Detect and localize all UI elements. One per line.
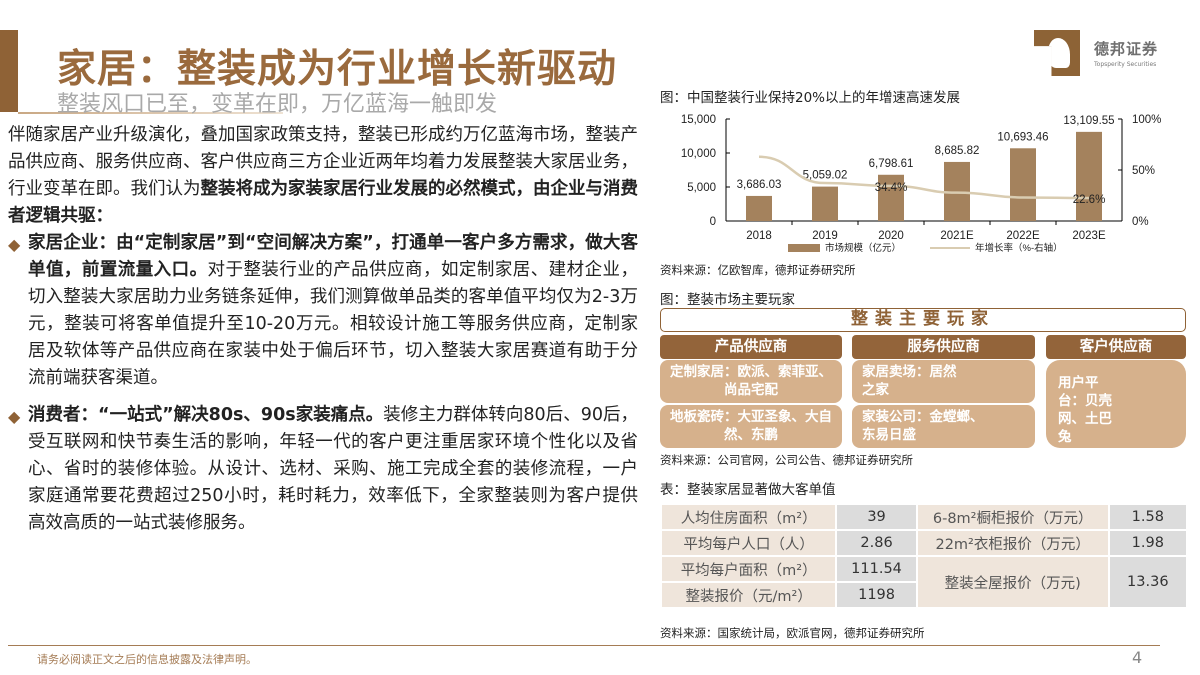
table-row: 人均住房面积（m²） 39 6-8m²橱柜报价（万元） 1.58 — [659, 503, 1189, 531]
table-source: 资料来源：国家统计局，欧派官网，德邦证券研究所 — [660, 626, 925, 640]
players-header: 整装主要玩家 — [660, 308, 1186, 332]
combo-chart-svg: 0 5,000 10,000 15,000 0% 50% 100% 3,686.03 2018 5… — [681, 114, 1162, 254]
footer-disclaimer: 请务必阅读正文之后的信息披露及法律声明。 — [37, 653, 257, 666]
svg-text:0: 0 — [710, 216, 716, 228]
svg-text:8,685.82: 8,685.82 — [935, 145, 980, 157]
title-underline — [18, 112, 283, 114]
table-row: 平均每户面积（m²） 111.54 整装全屋报价（万元) 13.36 — [659, 555, 1189, 609]
svg-text:2020: 2020 — [878, 230, 904, 242]
category-customer-suppliers: 客户供应商 — [1046, 335, 1186, 359]
svg-text:2018: 2018 — [746, 230, 772, 242]
player-box: 地板瓷砖：大亚圣象、大自然、东鹏 — [660, 405, 842, 448]
svg-text:34.4%: 34.4% — [875, 182, 908, 194]
svg-text:13,109.55: 13,109.55 — [1063, 115, 1114, 127]
player-box: 定制家居：欧派、索菲亚、尚品宅配 — [660, 360, 842, 403]
footer-divider — [8, 645, 1160, 646]
table-caption: 表：整装家居显著做大客单值 — [660, 482, 836, 498]
category-product-suppliers: 产品供应商 — [660, 335, 842, 359]
svg-text:年增长率（%-右轴）: 年增长率（%-右轴） — [975, 242, 1063, 254]
svg-text:10,693.46: 10,693.46 — [997, 131, 1048, 143]
svg-text:3,686.03: 3,686.03 — [737, 179, 782, 191]
player-box: 用户平台：贝壳网、土巴兔 — [1046, 360, 1186, 448]
page-subtitle: 整装风口已至，变革在即，万亿蓝海一触即发 — [57, 92, 498, 117]
table-row: 整装报价（元/m²） 1198 — [659, 581, 1187, 609]
logo-name-cn: 德邦证券 — [1094, 40, 1159, 58]
svg-text:15,000: 15,000 — [681, 114, 716, 126]
market-size-chart: 0 5,000 10,000 15,000 0% 50% 100% 3,686.03 2018 5… — [660, 110, 1190, 260]
diamond-bullet-icon: ◆ — [8, 407, 21, 426]
body-text: 伴随家居产业升级演化，叠加国家政策支持，整装已形成约万亿蓝海市场，整装产品供应商… — [8, 122, 638, 537]
svg-text:5,000: 5,000 — [687, 182, 716, 194]
bullet-home-enterprise: ◆ 家居企业：由“定制家居”到“空间解决方案”，打通单一客户多方需求，做大客单值… — [8, 230, 638, 392]
intro-bold: 整装将成为家装家居行业发展的必然模式，由企业与消费者逻辑共驱： — [8, 179, 638, 226]
svg-text:2019: 2019 — [812, 230, 838, 242]
table-row: 平均每户人口（人） 2.86 22m²衣柜报价（万元） 1.98 — [659, 529, 1189, 557]
svg-text:6,798.61: 6,798.61 — [869, 158, 914, 170]
svg-text:0%: 0% — [1132, 216, 1149, 228]
title-accent-bar — [0, 30, 18, 112]
figure2-caption: 图：整装市场主要玩家 — [660, 292, 795, 308]
svg-text:100%: 100% — [1132, 114, 1161, 126]
diamond-bullet-icon: ◆ — [8, 235, 21, 254]
page-title: 家居：整装成为行业增长新驱动 — [57, 47, 618, 92]
svg-text:10,000: 10,000 — [681, 148, 716, 160]
logo-name-en: Topsperity Securities — [1094, 61, 1157, 68]
page-number: 4 — [1132, 648, 1143, 667]
svg-text:2022E: 2022E — [1006, 230, 1040, 242]
svg-text:22.6%: 22.6% — [1073, 194, 1106, 206]
category-service-suppliers: 服务供应商 — [852, 335, 1035, 359]
svg-text:市场规模（亿元）: 市场规模（亿元） — [825, 242, 901, 254]
player-box: 家居卖场：居然之家 — [852, 360, 1035, 403]
leopard-logo-icon — [1034, 30, 1080, 76]
intro-paragraph: 伴随家居产业升级演化，叠加国家政策支持，整装已形成约万亿蓝海市场，整装产品供应商… — [8, 125, 638, 226]
figure1-source: 资料来源：亿欧智库，德邦证券研究所 — [660, 263, 856, 277]
svg-text:5,059.02: 5,059.02 — [803, 170, 848, 182]
figure2-source: 资料来源：公司官网，公司公告、德邦证券研究所 — [660, 453, 913, 467]
svg-text:2021E: 2021E — [940, 230, 974, 242]
svg-text:50%: 50% — [1132, 165, 1155, 177]
bullet-consumer: ◆ 消费者：“一站式”解决80s、90s家装痛点。装修主力群体转向80后、90后… — [8, 402, 638, 537]
svg-text:2023E: 2023E — [1072, 230, 1106, 242]
company-logo: 德邦证券 Topsperity Securities — [1034, 30, 1158, 76]
value-table: 人均住房面积（m²） 39 6-8m²橱柜报价（万元） 1.58 平均每户人口（… — [659, 503, 1189, 609]
figure1-caption: 图：中国整装行业保持20%以上的年增速高速发展 — [660, 90, 961, 106]
player-box: 家装公司：金螳螂、东易日盛 — [852, 405, 1035, 448]
